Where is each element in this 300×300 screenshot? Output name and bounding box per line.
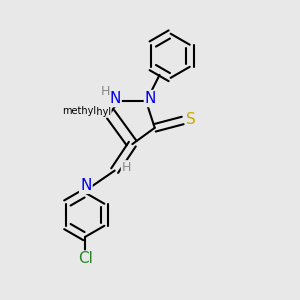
Text: methyl: methyl <box>77 107 111 117</box>
Text: S: S <box>186 112 196 127</box>
Text: Cl: Cl <box>78 251 93 266</box>
Text: methyl: methyl <box>62 106 96 116</box>
Text: H: H <box>100 85 110 98</box>
Text: N: N <box>145 91 156 106</box>
Text: N: N <box>109 91 121 106</box>
Text: N: N <box>80 178 92 193</box>
Text: H: H <box>122 161 131 174</box>
